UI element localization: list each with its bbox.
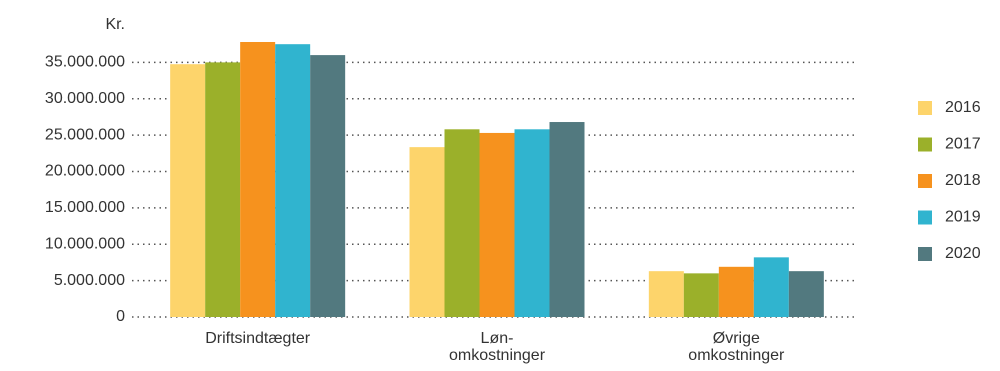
bar (170, 64, 206, 317)
bar (683, 273, 719, 317)
x-tick-label: Driftsindtægter (205, 330, 311, 347)
y-tick-label: 35.000.000 (45, 54, 125, 71)
y-tick-label: 5.000.000 (54, 272, 125, 289)
y-tick-label: 10.000.000 (45, 235, 125, 252)
legend-label: 2019 (945, 209, 981, 226)
bar (479, 132, 515, 317)
bar (240, 42, 276, 317)
bar (275, 44, 311, 317)
legend-label: 2020 (945, 245, 981, 262)
bar (409, 147, 445, 317)
y-tick-label: 15.000.000 (45, 199, 125, 216)
y-tick-label: 20.000.000 (45, 163, 125, 180)
y-axis-label: Kr. (105, 16, 125, 33)
legend-swatch (918, 101, 932, 115)
legend-label: 2017 (945, 136, 981, 153)
bar (718, 266, 754, 317)
legend-swatch (918, 137, 932, 152)
legend-swatch (918, 210, 932, 225)
legend-label: 2018 (945, 172, 981, 189)
legend-label: 2016 (945, 99, 981, 116)
legend-swatch (918, 174, 932, 188)
bar (753, 257, 789, 317)
x-tick-label: Løn- omkostninger (448, 330, 546, 364)
x-tick-label: Øvrige omkostninger (688, 330, 785, 364)
bar (205, 62, 241, 317)
bar (444, 129, 480, 317)
legend-swatch (918, 247, 932, 261)
bar (514, 129, 550, 317)
y-tick-label: 25.000.000 (45, 126, 125, 143)
bar (648, 271, 684, 317)
bar (310, 55, 346, 317)
bar (549, 122, 585, 317)
bar (788, 271, 824, 317)
y-tick-label: 0 (116, 308, 125, 325)
y-tick-label: 30.000.000 (45, 90, 125, 107)
